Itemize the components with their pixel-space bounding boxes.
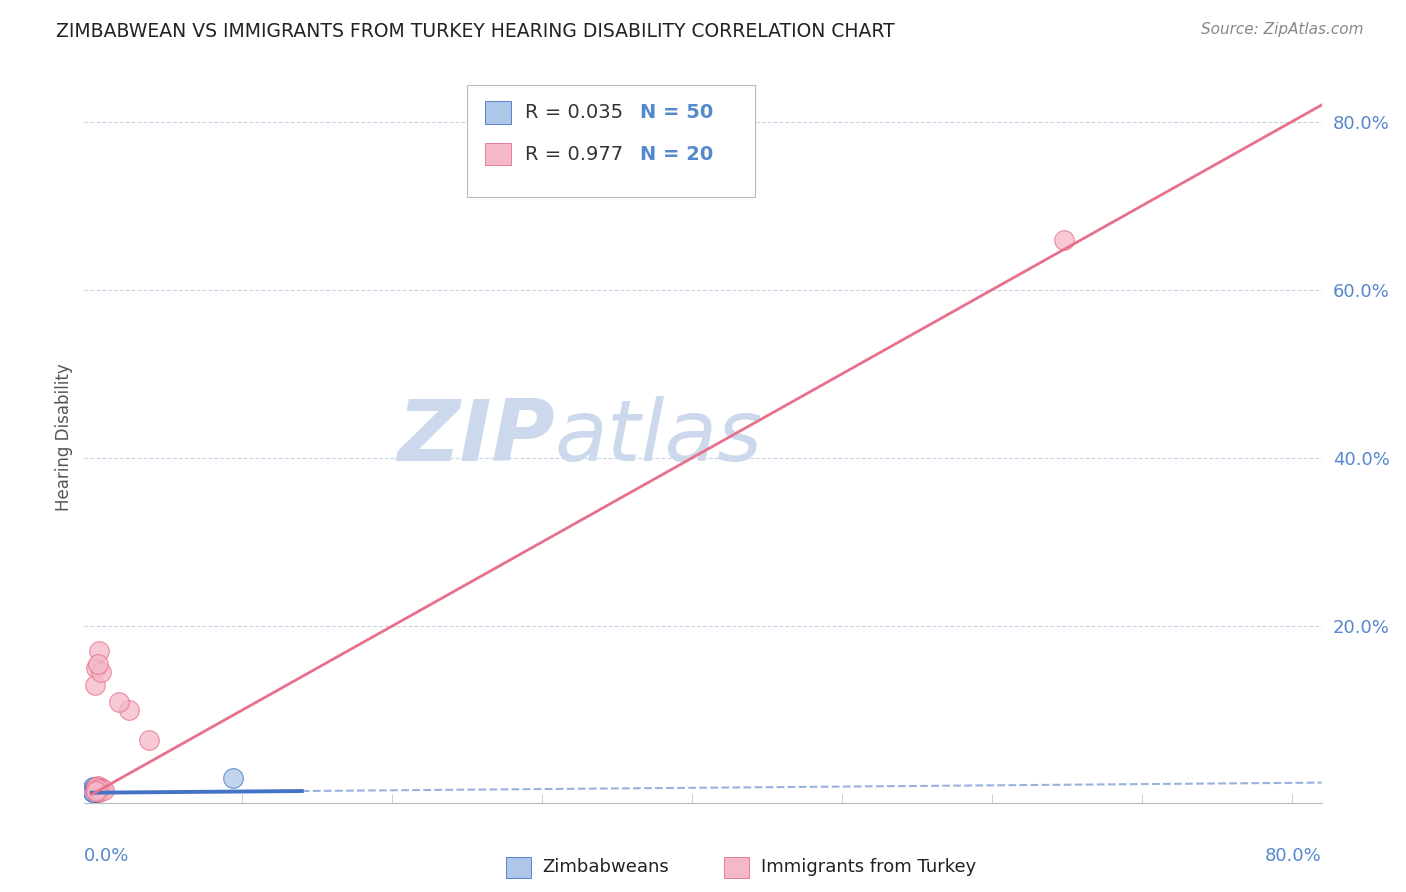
Text: Zimbabweans: Zimbabweans [543, 858, 669, 876]
Point [93, 783, 115, 797]
Point [83, 785, 105, 799]
Point [89, 785, 111, 799]
Point [83, 784, 105, 798]
Point [83, 780, 105, 794]
Point [86, 781, 108, 796]
Point [91, 781, 114, 796]
Point [83, 780, 105, 795]
Point [82, 782, 104, 797]
Point [1053, 233, 1076, 247]
Point [222, 771, 245, 785]
Point [118, 703, 141, 717]
Point [87, 783, 110, 797]
Point [83, 782, 105, 797]
Point [82, 784, 104, 798]
Point [83, 784, 105, 798]
Point [83, 781, 105, 796]
Point [86, 782, 108, 797]
Point [83, 782, 105, 797]
Point [86, 783, 108, 797]
Point [83, 782, 105, 797]
Point [86, 783, 108, 797]
Text: Immigrants from Turkey: Immigrants from Turkey [761, 858, 976, 876]
Point [86, 785, 108, 799]
Point [83, 784, 105, 798]
Point [87, 785, 110, 799]
Point [83, 783, 105, 797]
Point [83, 780, 105, 795]
Text: atlas: atlas [554, 395, 762, 479]
Point [86, 782, 108, 797]
Text: N = 20: N = 20 [640, 145, 713, 164]
Point [86, 782, 108, 797]
Point [86, 782, 108, 797]
Point [108, 695, 131, 709]
Point [87, 782, 110, 797]
Point [82, 785, 104, 799]
Point [83, 784, 105, 798]
Point [87, 782, 110, 797]
Point [90, 780, 112, 795]
Point [86, 780, 108, 795]
Point [83, 783, 105, 797]
Point [82, 780, 104, 794]
Text: 0.0%: 0.0% [84, 847, 129, 864]
Point [90, 665, 112, 680]
Point [82, 784, 104, 798]
Point [82, 783, 104, 797]
Point [87, 783, 110, 797]
Text: R = 0.035: R = 0.035 [524, 103, 623, 122]
Point [82, 781, 104, 796]
Point [86, 661, 108, 675]
Point [86, 780, 108, 794]
Text: Source: ZipAtlas.com: Source: ZipAtlas.com [1201, 22, 1364, 37]
Point [83, 780, 105, 794]
Point [83, 784, 105, 798]
Point [82, 784, 104, 798]
Point [87, 779, 110, 793]
Point [86, 783, 108, 797]
Point [86, 785, 108, 799]
Point [83, 785, 105, 799]
Text: N = 50: N = 50 [640, 103, 713, 122]
Point [82, 785, 104, 799]
Text: ZIMBABWEAN VS IMMIGRANTS FROM TURKEY HEARING DISABILITY CORRELATION CHART: ZIMBABWEAN VS IMMIGRANTS FROM TURKEY HEA… [56, 22, 896, 41]
Point [83, 784, 105, 798]
Y-axis label: Hearing Disability: Hearing Disability [55, 363, 73, 511]
Point [83, 780, 105, 795]
Point [82, 782, 104, 797]
Point [138, 732, 160, 747]
Point [86, 783, 108, 797]
Point [82, 781, 104, 796]
Point [89, 644, 111, 658]
Point [86, 781, 108, 796]
Text: R = 0.977: R = 0.977 [524, 145, 623, 164]
Text: ZIP: ZIP [396, 395, 554, 479]
Point [87, 657, 110, 671]
Point [82, 785, 104, 799]
Text: 80.0%: 80.0% [1265, 847, 1322, 864]
Point [83, 678, 105, 692]
Point [86, 785, 108, 799]
Point [86, 784, 108, 798]
Point [82, 783, 104, 797]
Point [83, 780, 105, 795]
Point [82, 780, 104, 795]
